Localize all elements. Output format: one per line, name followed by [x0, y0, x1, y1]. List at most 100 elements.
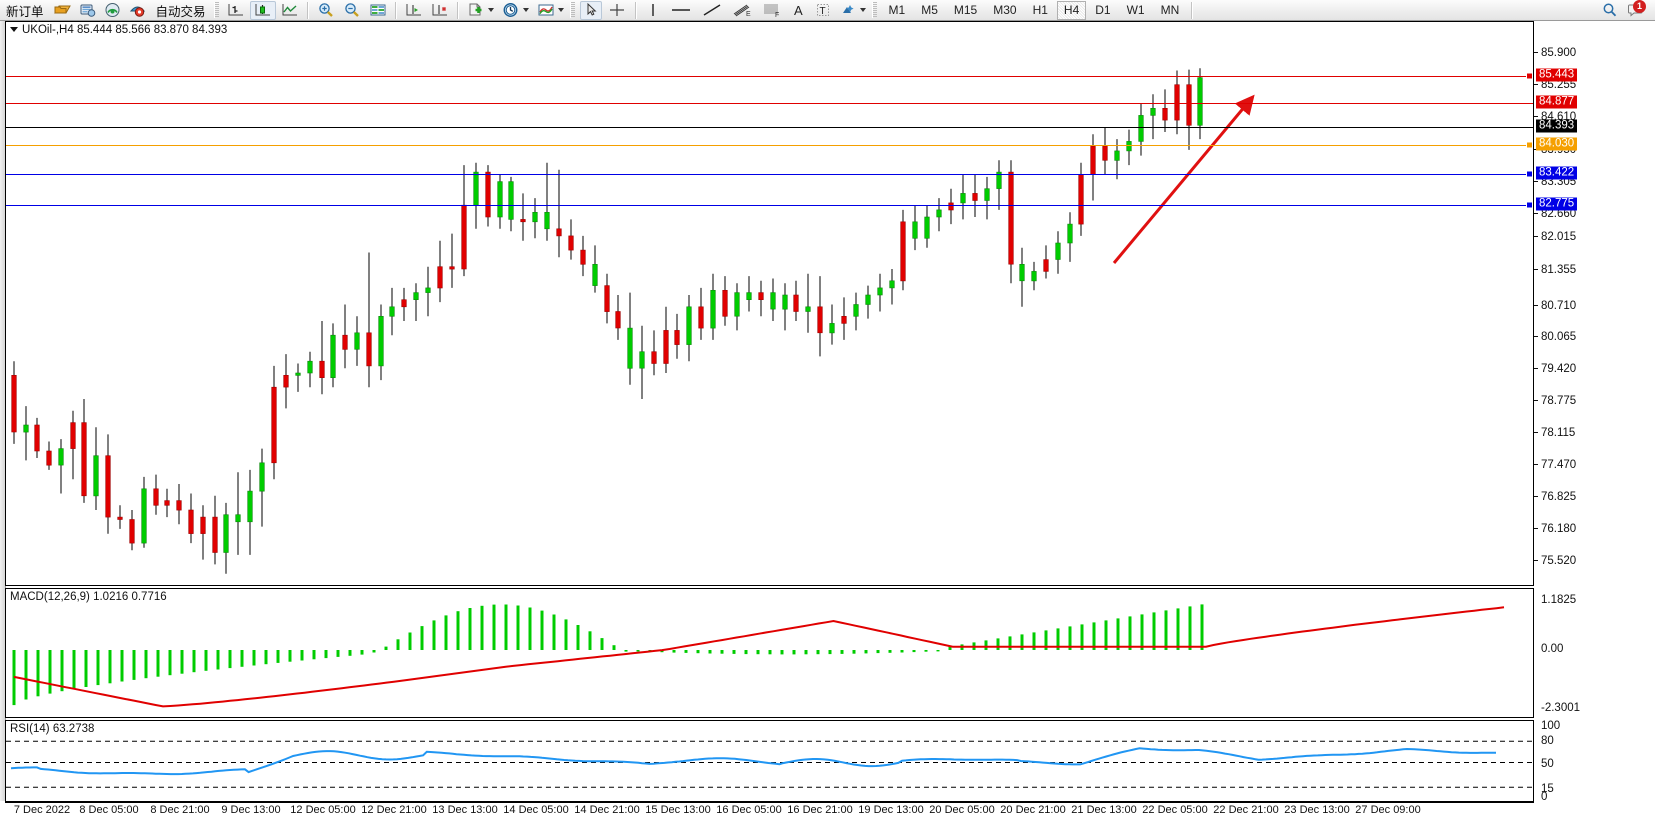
price-tag[interactable]: 84.393 — [1536, 119, 1578, 133]
price-tag[interactable]: 84.877 — [1536, 95, 1578, 109]
horizontal-line-button[interactable] — [666, 1, 696, 20]
time-tick-label: 22 Dec 05:00 — [1142, 804, 1208, 816]
macd-pane[interactable]: MACD(12,26,9) 1.0216 0.7716 — [5, 588, 1534, 718]
time-tick-label: 8 Dec 05:00 — [79, 804, 139, 816]
price-tick: 76.825 — [1534, 491, 1576, 503]
text-label-button[interactable]: A — [788, 1, 810, 20]
timeframe-h1[interactable]: H1 — [1032, 2, 1048, 17]
search-icon — [1603, 3, 1617, 17]
navigator-icon-button[interactable] — [101, 1, 124, 20]
price-pane[interactable]: UKOil-,H4 85.444 85.566 83.870 84.393 — [5, 21, 1534, 586]
expert-advisor-icon-button[interactable] — [126, 1, 149, 20]
price-tick: 80.065 — [1534, 331, 1576, 343]
level-handle-support-lower[interactable] — [1526, 201, 1533, 209]
macd-tick: 1.1825 — [1541, 594, 1577, 606]
templates-button[interactable] — [534, 1, 567, 20]
candlestick-chart-icon — [255, 4, 270, 16]
crosshair-button[interactable] — [604, 1, 630, 20]
timeframe-d1[interactable]: D1 — [1095, 2, 1111, 17]
svg-text:E: E — [746, 11, 751, 18]
time-axis[interactable]: 7 Dec 2022 8 Dec 05:00 8 Dec 21:00 9 Dec 13… — [5, 802, 1534, 822]
bar-chart-button[interactable] — [224, 1, 248, 20]
rsi-axis: 100 80 50 15 0 — [1534, 720, 1655, 803]
time-tick-label: 15 Dec 13:00 — [645, 804, 711, 816]
text-button[interactable]: T — [812, 1, 834, 20]
timeframe-toolbar-grip[interactable] — [871, 2, 877, 18]
timeframe-m1[interactable]: M1 — [888, 2, 906, 17]
level-line-support-lower[interactable] — [6, 205, 1533, 206]
level-line-resistance-upper[interactable] — [6, 76, 1533, 77]
level-handle-resistance-upper[interactable] — [1526, 72, 1533, 80]
vertical-line-button[interactable] — [642, 1, 664, 20]
navigator-icon — [105, 3, 120, 17]
candlestick-chart-button[interactable] — [249, 0, 276, 20]
level-line-support-upper[interactable] — [6, 174, 1533, 175]
cursor-button[interactable] — [579, 0, 602, 20]
rsi-pane[interactable]: RSI(14) 63.2738 — [5, 720, 1534, 802]
price-tag[interactable]: 83.422 — [1536, 166, 1578, 180]
search-button[interactable] — [1598, 1, 1622, 20]
level-line-pivot[interactable] — [6, 145, 1533, 146]
price-tick: 85.255 — [1534, 79, 1576, 91]
zoom-in-button[interactable] — [314, 1, 338, 20]
indicators-dropdown-arrow[interactable] — [487, 8, 494, 12]
periodicity-button[interactable] — [499, 1, 532, 20]
time-tick-label: 8 Dec 21:00 — [150, 804, 210, 816]
templates-dropdown-arrow[interactable] — [557, 8, 564, 12]
price-tag[interactable]: 85.443 — [1536, 68, 1578, 82]
toolbar-grip[interactable] — [213, 2, 219, 18]
timeframe-m15[interactable]: M15 — [953, 2, 978, 17]
price-tag[interactable]: 82.775 — [1536, 197, 1578, 211]
price-tick: 77.470 — [1534, 459, 1576, 471]
equidistant-channel-button[interactable]: E — [728, 1, 756, 20]
rsi-tick: 80 — [1541, 735, 1554, 747]
crosshair-icon — [609, 4, 624, 16]
timeframe-m5[interactable]: M5 — [921, 2, 938, 17]
data-window-button[interactable] — [366, 1, 390, 20]
timeframe-m30[interactable]: M30 — [993, 2, 1017, 17]
svg-text:F: F — [775, 12, 779, 18]
terminal-icon-button[interactable] — [76, 1, 99, 20]
zoom-out-button[interactable] — [340, 1, 364, 20]
indicators-button[interactable] — [464, 1, 497, 20]
timeframe-h4[interactable]: H4 — [1056, 0, 1087, 20]
level-handle-pivot[interactable] — [1526, 141, 1533, 149]
periodicity-dropdown-arrow[interactable] — [522, 8, 529, 12]
time-tick-label: 19 Dec 13:00 — [858, 804, 924, 816]
trendline-button[interactable] — [698, 1, 726, 20]
timeframe-mn[interactable]: MN — [1160, 2, 1180, 17]
svg-text:T: T — [819, 6, 825, 17]
auto-trading-button[interactable]: 自动交易 — [151, 1, 211, 20]
terminal-icon — [80, 4, 95, 17]
time-tick-label: 21 Dec 13:00 — [1071, 804, 1137, 816]
alerts-button[interactable]: 1 — [1624, 0, 1648, 20]
level-handle-support-upper[interactable] — [1526, 170, 1533, 178]
rsi-series — [6, 740, 1533, 788]
macd-tick: -2.3001 — [1541, 702, 1581, 714]
time-tick-label: 9 Dec 13:00 — [221, 804, 281, 816]
objects-dropdown-arrow[interactable] — [859, 8, 866, 12]
line-chart-button[interactable] — [278, 1, 302, 20]
folder-icon — [53, 5, 71, 14]
chart-shift-button[interactable] — [428, 1, 452, 20]
timeframe-w1[interactable]: W1 — [1126, 2, 1145, 17]
time-tick-label: 23 Dec 13:00 — [1284, 804, 1350, 816]
price-axis[interactable]: 85.90085.25584.61083.95083.30582.66082.0… — [1534, 21, 1655, 586]
drawing-toolbar-grip[interactable] — [569, 2, 575, 18]
auto-scroll-icon — [406, 4, 421, 16]
symbol-dropdown-icon[interactable] — [10, 27, 18, 33]
auto-scroll-button[interactable] — [402, 1, 426, 20]
time-tick-label: 14 Dec 21:00 — [574, 804, 640, 816]
new-order-button[interactable]: 新订单 — [1, 1, 49, 20]
rsi-tick: 0 — [1541, 791, 1548, 803]
folder-icon-button[interactable] — [51, 1, 74, 20]
rsi-tick: 50 — [1541, 758, 1554, 770]
level-line-resistance-lower[interactable] — [6, 103, 1533, 104]
objects-button[interactable] — [836, 1, 869, 20]
fibonacci-button[interactable]: F — [758, 1, 786, 20]
text-icon: T — [816, 4, 829, 17]
time-tick-label: 20 Dec 21:00 — [1000, 804, 1066, 816]
alerts-badge-wrap: 1 — [1627, 0, 1646, 18]
price-tag[interactable]: 84.030 — [1536, 137, 1578, 151]
